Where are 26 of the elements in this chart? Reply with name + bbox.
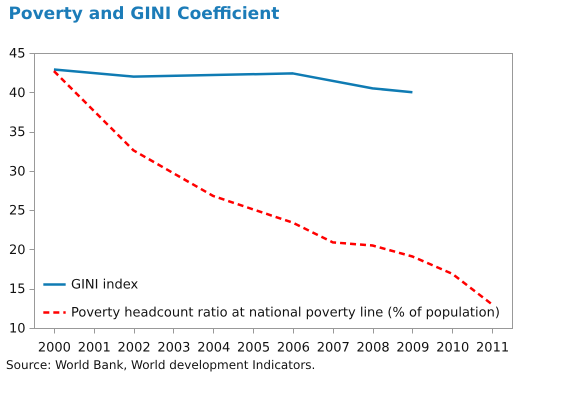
y-tick-label: 35 [8,125,26,140]
x-tick-label: 2008 [356,340,390,356]
source-note: Source: World Bank, World development Indicators. [6,358,316,372]
y-tick-label: 30 [8,164,26,180]
line-series [52,68,414,94]
x-tick-label: 2004 [197,340,230,356]
x-tick-label: 2003 [157,340,190,356]
legend-label: Poverty headcount ratio at national poverty line (% of population) [71,306,500,320]
x-tick-label: 2011 [476,340,510,356]
y-tick-label: 25 [8,204,26,219]
x-tick-label: 2001 [78,340,111,356]
x-tick-label: 2007 [316,340,350,356]
legend-label: GINI index [71,278,138,292]
line-series [52,70,494,306]
chart-title: Poverty and GINI Coefficient [8,4,280,24]
y-tick-label: 40 [8,86,26,101]
y-tick-label: 10 [8,322,26,336]
y-tick-label: 45 [8,46,26,62]
x-tick-label: 2009 [396,340,430,356]
y-tick-label: 15 [8,282,26,298]
x-tick-label: 2006 [276,340,310,356]
x-tick-label: 2002 [118,340,151,356]
x-tick-label: 2010 [436,340,470,356]
x-tick-label: 2000 [38,340,71,356]
x-tick-label: 2005 [237,340,270,356]
y-tick-label: 20 [8,242,26,258]
